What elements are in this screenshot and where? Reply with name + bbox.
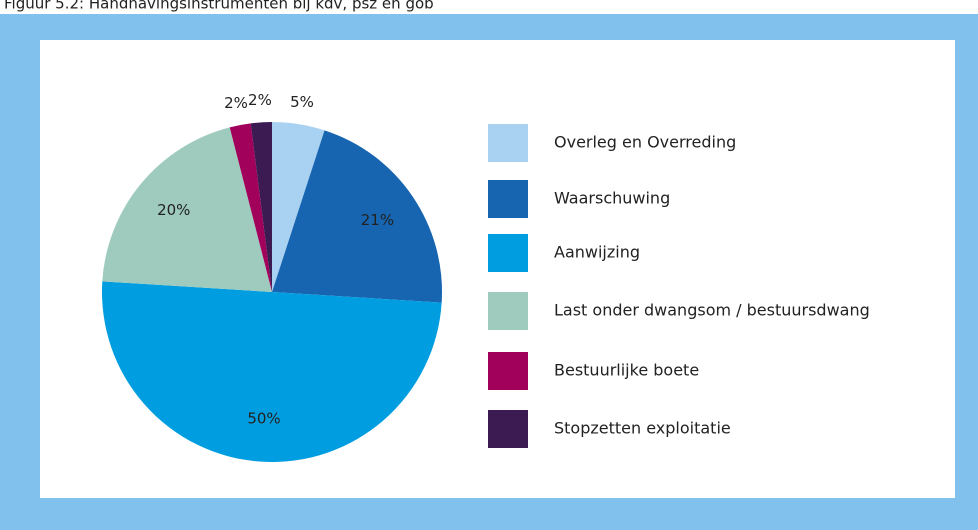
legend-label: Bestuurlijke boete [554, 361, 699, 380]
pie-slice [272, 122, 325, 292]
pie-slice [272, 130, 442, 303]
pie-slice [229, 123, 272, 292]
legend-swatch [488, 292, 528, 330]
pie-slice [102, 281, 442, 463]
legend-label: Overleg en Overreding [554, 133, 736, 152]
legend-swatch [488, 352, 528, 390]
pie-slice [250, 122, 272, 292]
slice-label: 2% [224, 94, 248, 112]
pie-slice [102, 127, 273, 292]
legend-label: Stopzetten exploitatie [554, 419, 731, 438]
slice-label: 5% [290, 93, 314, 111]
legend-swatch [488, 180, 528, 218]
legend-swatch [488, 124, 528, 162]
slice-label: 50% [247, 410, 280, 428]
legend-swatch [488, 410, 528, 448]
legend-swatch [488, 234, 528, 272]
chart-title: Figuur 5.2: Handhavingsinstrumenten bij … [4, 0, 434, 13]
slice-label: 20% [157, 201, 190, 219]
legend-label: Last onder dwangsom / bestuursdwang [554, 301, 870, 320]
slice-label: 21% [361, 211, 394, 229]
legend-label: Aanwijzing [554, 243, 640, 262]
legend-label: Waarschuwing [554, 189, 670, 208]
slice-label: 2% [248, 91, 272, 109]
